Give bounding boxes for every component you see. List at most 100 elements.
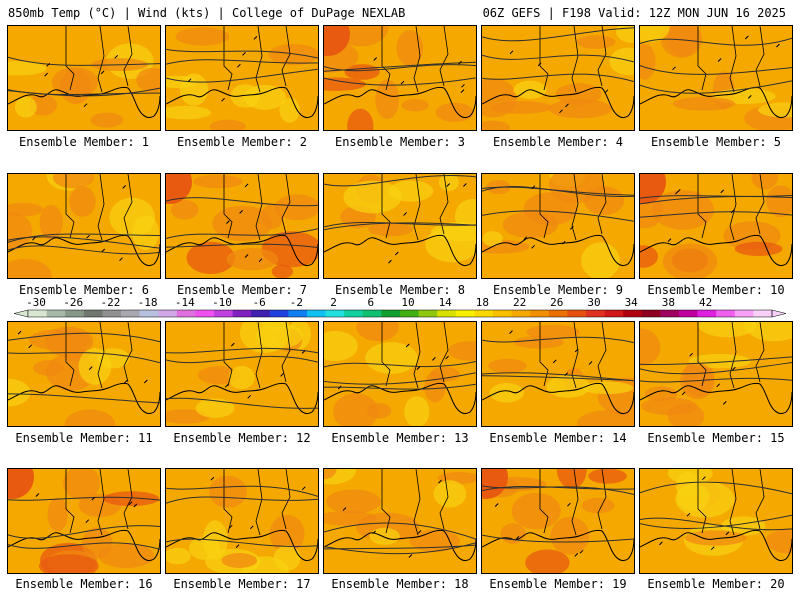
height-contour	[482, 372, 634, 382]
wind-barb	[408, 554, 413, 558]
colorbar-tick-label: 22	[513, 296, 526, 309]
ensemble-member-label: Ensemble Member: 9	[492, 283, 624, 297]
wind-barb	[119, 257, 123, 262]
colorbar-swatch	[567, 310, 587, 317]
colorbar-arrow-left	[13, 309, 29, 318]
state-borders	[65, 26, 133, 93]
header-valid-time: 06Z GEFS | F198 Valid: 12Z MON JUN 16 20…	[482, 6, 786, 20]
wind-barb	[143, 379, 148, 384]
temperature-map-9	[482, 174, 634, 278]
wind-barb	[101, 248, 106, 253]
height-contour	[482, 54, 634, 63]
state-borders	[381, 26, 449, 93]
height-contour	[8, 496, 160, 501]
colorbar-tick-label: -10	[212, 296, 232, 309]
ensemble-member-label: Ensemble Member: 11	[15, 431, 153, 445]
wind-barb	[230, 342, 235, 347]
ensemble-member-label: Ensemble Member: 8	[334, 283, 466, 297]
coastline	[8, 529, 160, 562]
temperature-map-10	[640, 174, 792, 278]
colorbar-swatch	[604, 310, 624, 317]
wind-barb	[210, 476, 215, 481]
ensemble-panel-9	[481, 173, 635, 279]
wind-barb	[515, 536, 520, 540]
ensemble-panel-10	[639, 173, 793, 279]
temperature-map-13	[324, 322, 476, 426]
wind-barb	[561, 240, 566, 245]
ensemble-member-label: Ensemble Member: 13	[331, 431, 469, 445]
colorbar-tick-label: 34	[625, 296, 639, 309]
height-contour	[640, 80, 792, 94]
colorbar-swatch	[288, 310, 308, 317]
colorbar-swatch	[83, 310, 103, 317]
wind-barb	[730, 209, 735, 214]
coastline	[324, 86, 476, 119]
height-contour	[166, 68, 318, 83]
ensemble-member-label: Ensemble Member: 4	[492, 135, 624, 149]
height-contour	[324, 221, 476, 228]
height-contour	[640, 37, 792, 46]
colorbar-swatch	[344, 310, 364, 317]
wind-barb	[403, 212, 407, 216]
height-contour	[166, 48, 318, 59]
wind-barb	[732, 366, 736, 371]
colorbar-swatch	[455, 310, 475, 317]
wind-barb	[235, 544, 240, 548]
temperature-map-15	[640, 322, 792, 426]
colorbar-tick-label: -30	[26, 296, 46, 309]
height-contour	[482, 186, 634, 197]
wind-barb	[17, 330, 22, 335]
state-borders	[65, 469, 133, 536]
wind-barb	[720, 189, 725, 194]
wind-barb	[301, 486, 306, 491]
colorbar-swatch	[716, 310, 736, 317]
wind-barb	[416, 366, 421, 370]
wind-barb	[133, 503, 138, 508]
ensemble-panel-2	[165, 25, 319, 131]
colorbar-swatch	[65, 310, 85, 317]
wind-barb	[228, 524, 233, 529]
coastline	[640, 234, 792, 267]
ensemble-member-label: Ensemble Member: 20	[647, 577, 785, 591]
colorbar-swatch	[493, 310, 512, 317]
ensemble-member-label: Ensemble Member: 15	[647, 431, 785, 445]
height-contour	[166, 59, 318, 65]
colorbar-tick-label: -6	[253, 296, 266, 309]
wind-barb	[565, 103, 569, 108]
wind-barb	[604, 89, 609, 94]
ensemble-panel-19	[481, 468, 635, 574]
colorbar-swatch	[660, 310, 680, 317]
ensemble-panel-11	[7, 321, 161, 427]
wind-barb	[237, 63, 241, 68]
height-contour	[166, 397, 318, 409]
state-borders	[381, 174, 449, 241]
coastline	[8, 382, 160, 415]
ensemble-member-label: Ensemble Member: 19	[489, 577, 627, 591]
state-borders	[223, 322, 291, 389]
wind-barb	[461, 83, 465, 88]
wind-barb	[114, 54, 119, 59]
wind-barb	[258, 258, 263, 263]
wind-barb	[717, 58, 722, 62]
temperature-colorbar: -30 -26 -22 -18 -14 -10 -6 -2 2 6 10 14 18 22 26 30 34 38…	[13, 296, 787, 318]
temperature-map-2	[166, 26, 318, 130]
colorbar-swatch	[28, 310, 47, 317]
colorbar-swatch	[307, 310, 326, 317]
colorbar-arrow-right	[771, 309, 787, 318]
coastline	[324, 529, 476, 562]
wind-barb	[552, 359, 557, 364]
wind-barb	[689, 352, 693, 357]
height-contour	[166, 228, 318, 239]
wind-barb	[523, 236, 528, 241]
ensemble-member-label: Ensemble Member: 16	[15, 577, 153, 591]
wind-barb	[373, 57, 378, 61]
temperature-map-20	[640, 469, 792, 573]
height-contour	[482, 534, 634, 543]
wind-barb	[187, 78, 192, 83]
temperature-map-18	[324, 469, 476, 573]
colorbar-tick-label: 14	[439, 296, 453, 309]
colorbar-tick-label: 42	[699, 296, 712, 309]
wind-barb	[388, 259, 392, 264]
ensemble-member-label: Ensemble Member: 7	[176, 283, 308, 297]
colorbar-tick-label: 6	[367, 296, 374, 309]
